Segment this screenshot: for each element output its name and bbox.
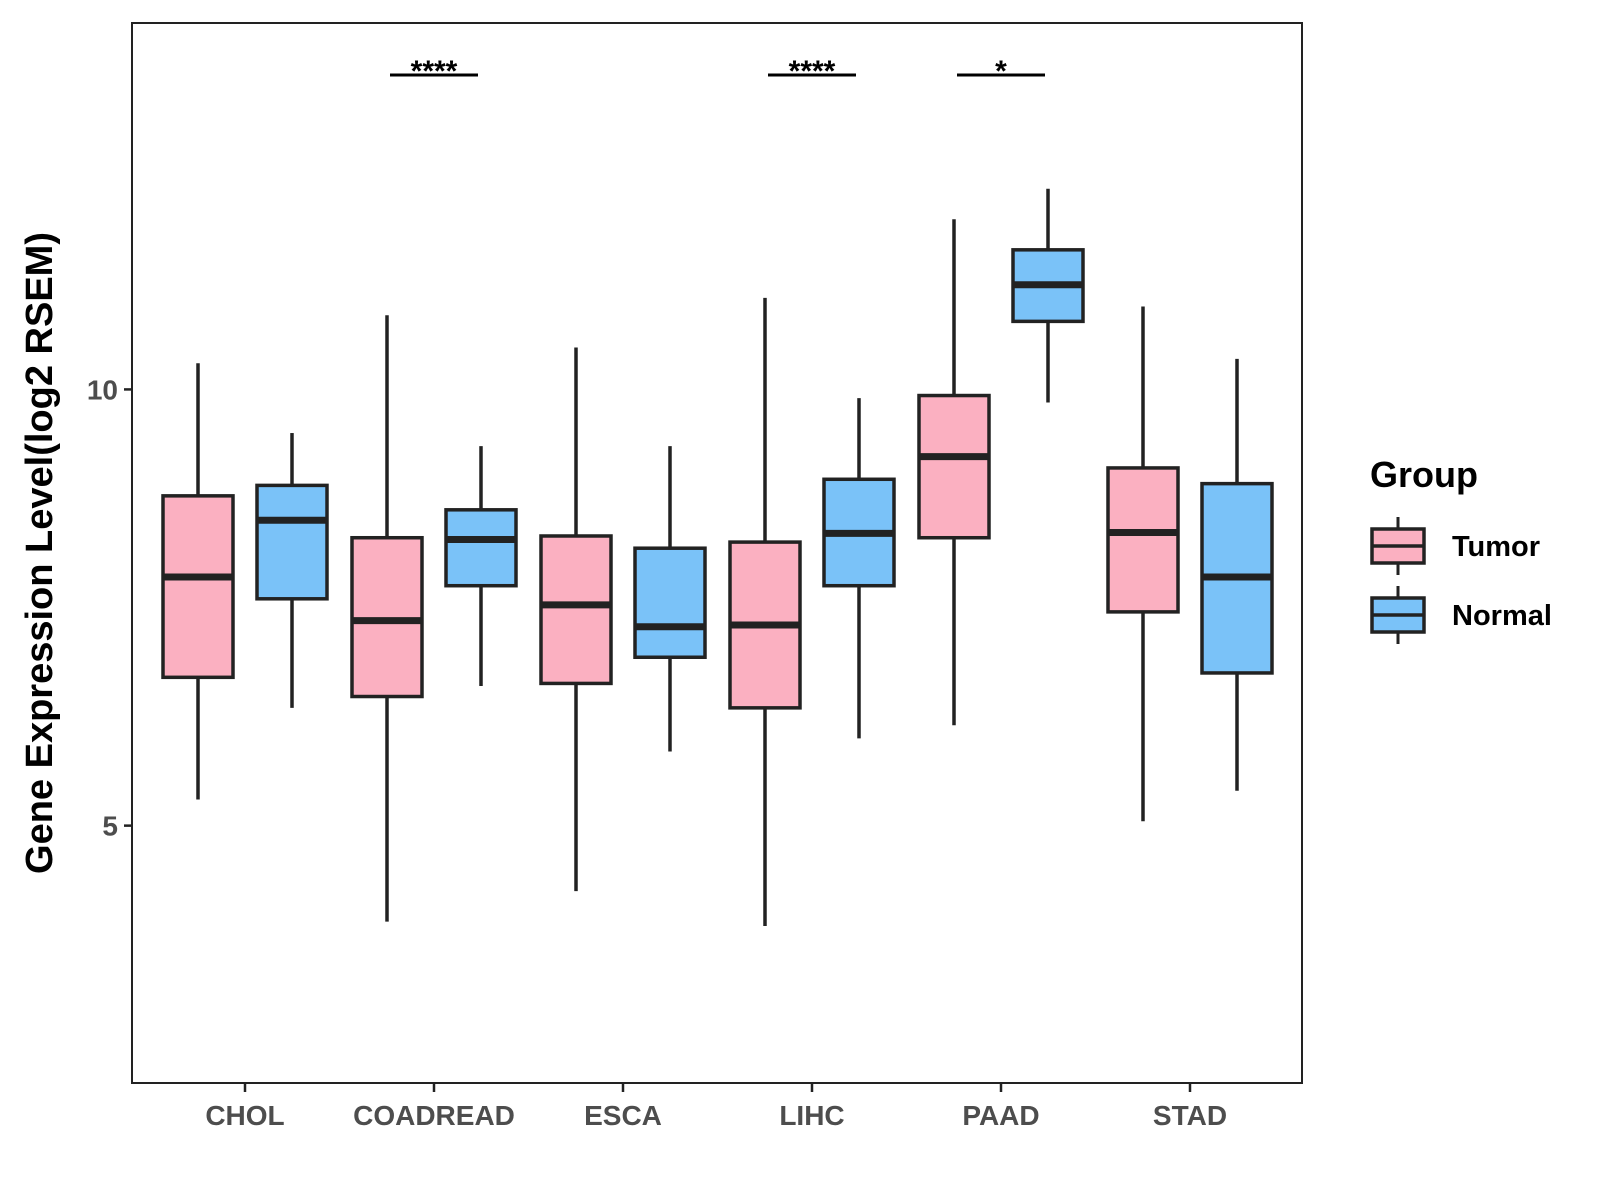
- box-body: [917, 393, 991, 540]
- box-normal-coadread: [444, 446, 518, 687]
- box-normal-esca: [633, 446, 707, 752]
- y-axis-title: Gene Expression Level(log2 RSEM): [19, 232, 61, 874]
- box-body: [539, 534, 613, 686]
- y-tick-label: 5: [102, 811, 118, 842]
- significance-paad: *: [957, 55, 1045, 88]
- y-tick-label: 10: [87, 374, 118, 405]
- legend-label: Tumor: [1452, 531, 1540, 563]
- legend-title: Group: [1370, 454, 1478, 495]
- box-tumor-coadread: [350, 315, 424, 922]
- legend: Group Tumor Normal: [1370, 454, 1552, 644]
- box-body: [633, 546, 707, 660]
- box-body: [1106, 466, 1180, 614]
- x-tick-label-stad: STAD: [1153, 1100, 1227, 1131]
- significance-lihc: ****: [768, 55, 856, 88]
- x-tick-label-paad: PAAD: [962, 1100, 1039, 1131]
- box-normal-paad: [1011, 188, 1085, 403]
- legend-entry-normal: Normal: [1370, 586, 1552, 644]
- x-tick-label-esca: ESCA: [584, 1100, 662, 1131]
- x-tick-label-coadread: COADREAD: [353, 1100, 515, 1131]
- box-tumor-esca: [539, 347, 613, 892]
- x-tick-label-lihc: LIHC: [779, 1100, 844, 1131]
- significance-label: *: [995, 55, 1007, 88]
- box-tumor-lihc: [728, 297, 802, 926]
- box-body: [255, 483, 329, 601]
- significance-coadread: ****: [390, 55, 478, 88]
- legend-label: Normal: [1452, 600, 1552, 632]
- significance-label: ****: [411, 55, 458, 88]
- x-tick-label-chol: CHOL: [205, 1100, 284, 1131]
- box-normal-chol: [255, 433, 329, 708]
- significance-label: ****: [789, 55, 836, 88]
- box-normal-lihc: [822, 398, 896, 739]
- chart-axes: 5 10 CHOL COADREAD ESCA LIHC PAAD STAD: [87, 374, 1227, 1131]
- box-body: [444, 508, 518, 588]
- box-tumor-stad: [1106, 306, 1180, 822]
- chart-marks: **** **** *: [161, 55, 1274, 926]
- legend-entry-tumor: Tumor: [1370, 517, 1540, 575]
- box-normal-stad: [1200, 358, 1274, 791]
- box-tumor-paad: [917, 219, 991, 726]
- box-body: [161, 494, 235, 680]
- box-tumor-chol: [161, 363, 235, 800]
